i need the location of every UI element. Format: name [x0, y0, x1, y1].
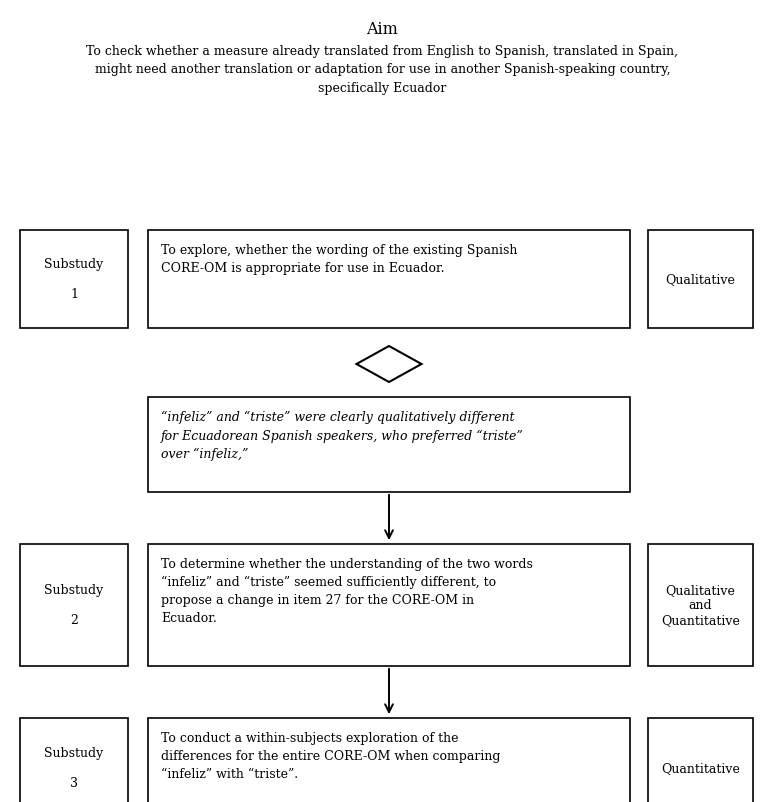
Text: Qualitative: Qualitative — [666, 273, 735, 286]
Text: Substudy

3: Substudy 3 — [44, 747, 103, 789]
FancyBboxPatch shape — [148, 398, 630, 492]
Text: Aim: Aim — [366, 21, 399, 38]
Text: Substudy

2: Substudy 2 — [44, 584, 103, 626]
Text: Quantitative: Quantitative — [661, 762, 740, 775]
Text: To check whether a measure already translated from English to Spanish, translate: To check whether a measure already trans… — [86, 45, 679, 95]
FancyBboxPatch shape — [648, 718, 753, 802]
Text: To determine whether the understanding of the two words
“infeliz” and “triste” s: To determine whether the understanding o… — [161, 557, 533, 625]
FancyBboxPatch shape — [648, 231, 753, 329]
FancyBboxPatch shape — [20, 545, 128, 666]
FancyBboxPatch shape — [148, 718, 630, 802]
FancyBboxPatch shape — [148, 231, 630, 329]
FancyBboxPatch shape — [648, 545, 753, 666]
Text: “infeliz” and “triste” were clearly qualitatively different
for Ecuadorean Spani: “infeliz” and “triste” were clearly qual… — [161, 411, 524, 460]
Text: To explore, whether the wording of the existing Spanish
CORE-OM is appropriate f: To explore, whether the wording of the e… — [161, 244, 517, 274]
FancyBboxPatch shape — [148, 545, 630, 666]
FancyBboxPatch shape — [20, 231, 128, 329]
Text: Qualitative
and
Quantitative: Qualitative and Quantitative — [661, 584, 740, 626]
FancyBboxPatch shape — [20, 718, 128, 802]
Text: To conduct a within-subjects exploration of the
differences for the entire CORE-: To conduct a within-subjects exploration… — [161, 731, 500, 780]
Text: Substudy

1: Substudy 1 — [44, 258, 103, 301]
Polygon shape — [356, 346, 422, 383]
